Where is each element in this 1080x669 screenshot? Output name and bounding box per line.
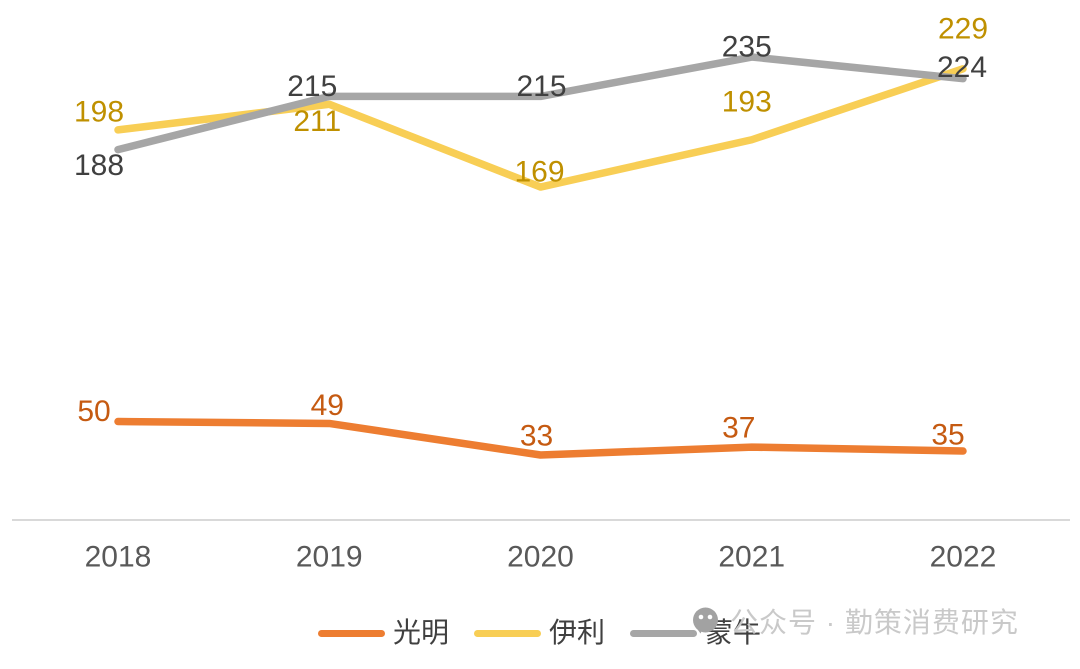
- x-axis-label: 2022: [930, 541, 997, 574]
- legend-label-mengniu: 蒙牛: [705, 617, 762, 648]
- x-axis-label: 2019: [296, 541, 363, 574]
- value-label-yili: 169: [514, 156, 564, 189]
- series-line-guangming[interactable]: [114, 417, 967, 459]
- value-label-yili: 211: [293, 105, 341, 138]
- legend-label-yili: 伊利: [549, 617, 606, 648]
- legend-swatch-yili: [474, 629, 542, 637]
- legend-swatch-mengniu: [630, 629, 698, 637]
- legend-item-yili[interactable]: 伊利: [474, 618, 605, 648]
- value-label-mengniu: 224: [937, 51, 987, 84]
- value-label-mengniu: 188: [74, 149, 124, 182]
- chart-legend: 光明 伊利 蒙牛: [318, 618, 761, 648]
- value-label-mengniu: 215: [516, 70, 566, 103]
- value-label-mengniu: 215: [287, 70, 337, 103]
- value-label-mengniu: 235: [722, 31, 772, 64]
- legend-swatch-guangming: [318, 629, 385, 637]
- legend-item-mengniu[interactable]: 蒙牛: [630, 618, 761, 648]
- value-label-guangming: 37: [722, 412, 755, 445]
- x-axis-label: 2020: [507, 541, 574, 574]
- value-label-guangming: 49: [311, 389, 344, 422]
- legend-label-guangming: 光明: [393, 617, 450, 648]
- series-line-mengniu[interactable]: [114, 53, 967, 154]
- value-label-yili: 198: [74, 95, 124, 128]
- value-label-guangming: 50: [77, 395, 110, 428]
- value-label-yili: 193: [722, 85, 772, 118]
- x-axis-label: 2021: [718, 541, 785, 574]
- value-label-guangming: 35: [931, 419, 964, 452]
- value-label-yili: 229: [938, 12, 988, 45]
- value-label-guangming: 33: [520, 419, 553, 452]
- x-axis-label: 2018: [85, 541, 152, 574]
- legend-item-guangming[interactable]: 光明: [318, 618, 449, 648]
